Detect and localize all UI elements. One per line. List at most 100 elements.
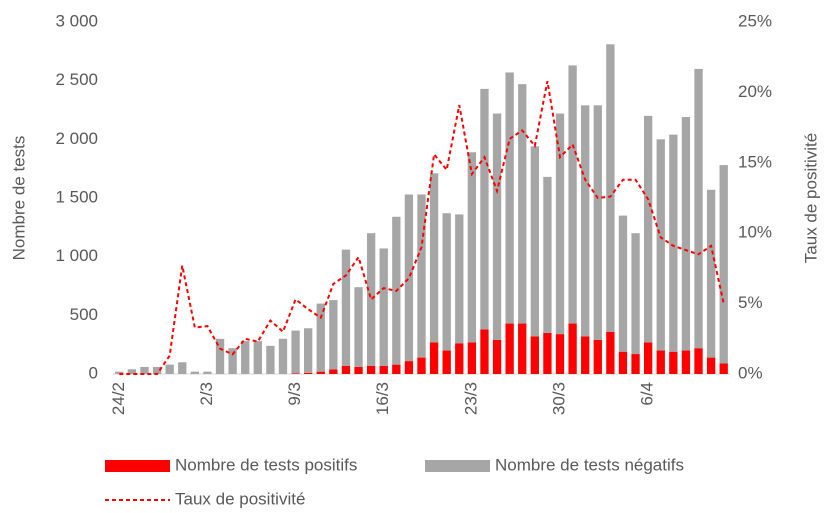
bar <box>278 338 288 374</box>
bar <box>467 342 477 374</box>
y2-tick-label: 0% <box>738 363 763 382</box>
bar <box>228 348 237 374</box>
bar <box>480 88 489 330</box>
bar <box>618 351 628 374</box>
bar <box>467 152 477 343</box>
bar <box>190 371 200 374</box>
bar <box>329 369 338 374</box>
bar <box>518 84 527 324</box>
bar <box>455 343 464 374</box>
bar <box>304 328 313 373</box>
bar <box>115 371 124 374</box>
bar <box>404 194 414 362</box>
bar <box>241 341 250 374</box>
bar <box>568 65 577 324</box>
bar <box>568 323 577 374</box>
y-tick-label: 1 500 <box>55 187 98 206</box>
x-tick-label: 23/3 <box>461 382 480 415</box>
bar <box>152 366 162 374</box>
bar <box>266 345 275 374</box>
bar <box>304 372 313 374</box>
bar <box>530 146 539 337</box>
bar <box>354 287 363 367</box>
bar <box>178 362 187 374</box>
y2-tick-label: 15% <box>738 152 772 171</box>
bar <box>669 134 678 352</box>
bar <box>643 342 653 374</box>
bar <box>341 249 351 366</box>
bar <box>215 338 225 374</box>
bar <box>681 350 691 374</box>
bar <box>417 194 426 358</box>
bar <box>341 365 351 374</box>
bar <box>492 113 502 340</box>
bar <box>669 351 678 374</box>
legend-label: Nombre de tests négatifs <box>495 455 684 474</box>
bar <box>505 72 514 324</box>
bar <box>555 334 565 374</box>
bar <box>581 336 590 374</box>
x-tick-label: 6/4 <box>638 382 657 406</box>
bar <box>379 365 388 374</box>
y-axis-title: Nombre de tests <box>9 136 28 261</box>
x-tick-label: 16/3 <box>373 382 392 415</box>
bar <box>543 332 552 374</box>
bar <box>379 248 388 366</box>
bar <box>719 165 728 364</box>
bar <box>631 233 640 355</box>
y-tick-label: 1 000 <box>55 246 98 265</box>
legend-label: Taux de positivité <box>175 489 305 508</box>
legend-label: Nombre de tests positifs <box>175 455 357 474</box>
bar <box>392 364 401 374</box>
x-tick-label: 2/3 <box>197 382 216 406</box>
y2-tick-label: 10% <box>738 223 772 242</box>
bar <box>442 213 451 351</box>
bar <box>140 366 149 374</box>
bar <box>442 350 451 374</box>
bar <box>329 300 338 370</box>
bar <box>593 339 602 374</box>
bar <box>316 303 325 372</box>
bar <box>681 117 691 351</box>
y-tick-label: 3 000 <box>55 11 98 30</box>
bar <box>706 189 716 358</box>
bar <box>518 323 527 374</box>
bar <box>719 363 728 374</box>
bar <box>404 361 414 374</box>
x-tick-label: 9/3 <box>285 382 304 406</box>
bar <box>253 341 262 374</box>
bar <box>354 366 363 374</box>
y2-tick-label: 5% <box>738 293 763 312</box>
y-tick-label: 2 000 <box>55 129 98 148</box>
bar <box>455 214 464 344</box>
bar <box>492 339 502 374</box>
legend-swatch <box>105 460 170 472</box>
bar <box>555 113 565 335</box>
y-tick-label: 500 <box>70 305 98 324</box>
bar <box>417 357 426 374</box>
bar <box>530 336 539 374</box>
x-tick-label: 24/2 <box>109 382 128 415</box>
y2-tick-label: 20% <box>738 82 772 101</box>
bar <box>656 139 665 351</box>
y2-axis-title: Taux de positivité <box>801 133 820 263</box>
bar <box>429 342 439 374</box>
y-tick-label: 0 <box>89 363 98 382</box>
bar <box>706 357 716 374</box>
bar <box>505 323 514 374</box>
bar <box>606 44 615 332</box>
bar <box>593 105 602 340</box>
y2-tick-label: 25% <box>738 11 772 30</box>
bar <box>581 105 590 337</box>
line <box>119 80 725 375</box>
bar <box>643 115 653 343</box>
legend-swatch <box>425 460 490 472</box>
bar <box>291 330 300 374</box>
bar <box>429 173 439 343</box>
bar <box>127 369 137 374</box>
bar <box>291 373 300 374</box>
bar <box>316 371 325 374</box>
bar <box>694 68 703 349</box>
bar <box>366 233 376 366</box>
